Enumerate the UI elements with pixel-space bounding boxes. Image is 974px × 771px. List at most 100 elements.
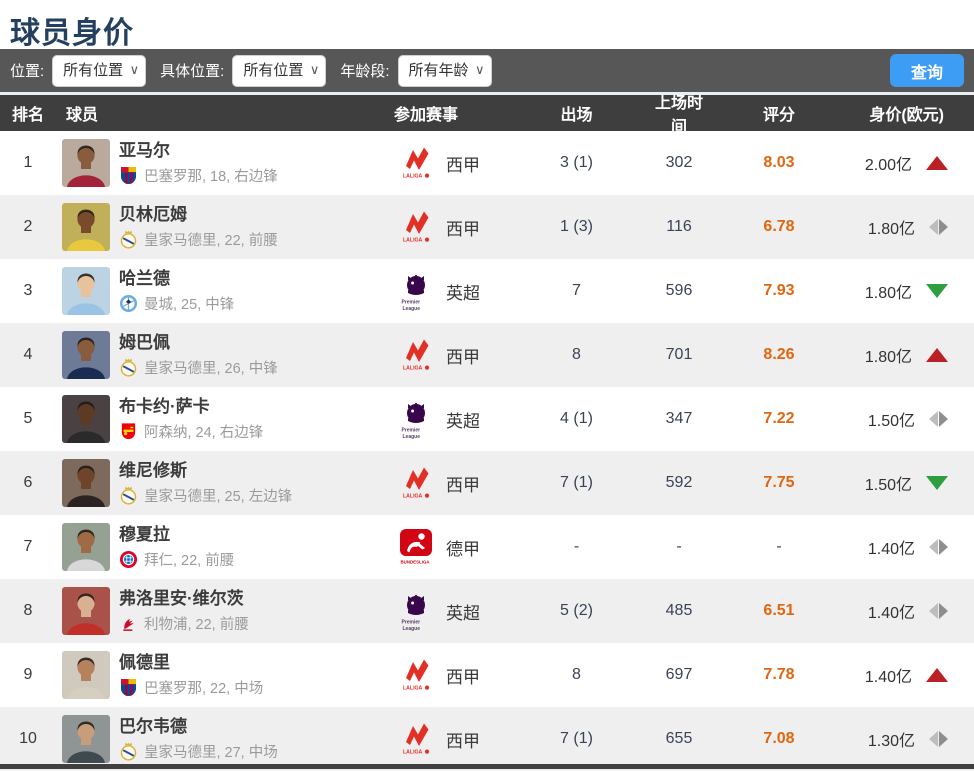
minutes-cell: 347 bbox=[665, 410, 693, 427]
age-select[interactable]: 所有年龄 bbox=[397, 54, 492, 87]
rank-cell: 2 bbox=[23, 218, 33, 235]
player-avatar bbox=[62, 203, 110, 251]
rank-cell: 1 bbox=[23, 154, 33, 171]
rating-value: 7.08 bbox=[763, 730, 795, 747]
rank-cell: 7 bbox=[23, 538, 33, 555]
league-cell: Premier League 英超 bbox=[386, 398, 504, 440]
trend-steady-icon bbox=[929, 731, 948, 747]
svg-text:LALIGA: LALIGA bbox=[403, 750, 423, 756]
table-row: 7 穆夏拉 拜仁, 22, 前腰 BUNDESLIGA 德甲 - - - 1.40亿 bbox=[0, 515, 974, 579]
player-name-link[interactable]: 姆巴佩 bbox=[119, 333, 170, 353]
svg-text:LALIGA: LALIGA bbox=[403, 686, 423, 692]
header-rating: 评分 bbox=[762, 107, 795, 124]
player-name-link[interactable]: 布卡约·萨卡 bbox=[119, 397, 210, 417]
position-select[interactable]: 所有位置 bbox=[52, 54, 147, 87]
trend-steady-icon bbox=[929, 539, 948, 555]
player-name-link[interactable]: 维尼修斯 bbox=[119, 461, 187, 481]
table-row: 8 弗洛里安·维尔茨 利物浦, 22, 前腰 Premier League 英超 5 (2)… bbox=[0, 579, 974, 643]
value-cell: 1.40亿 bbox=[849, 599, 974, 623]
minutes-cell: 596 bbox=[665, 282, 693, 299]
value-cell: 1.40亿 bbox=[849, 663, 974, 687]
market-value: 1.80亿 bbox=[867, 221, 915, 238]
appearances-cell: 7 bbox=[572, 282, 581, 299]
league-name: 英超 bbox=[446, 603, 480, 623]
appearances-cell: 4 (1) bbox=[560, 410, 593, 427]
player-name-link[interactable]: 佩德里 bbox=[119, 653, 170, 673]
specific-position-select-wrap: 所有位置 ∨ bbox=[232, 54, 327, 87]
club-badge-mancity-icon bbox=[119, 294, 138, 313]
rating-value: 7.78 bbox=[763, 666, 795, 683]
svg-text:League: League bbox=[403, 434, 421, 440]
league-cell: LALIGA 西甲 bbox=[386, 337, 504, 373]
player-avatar bbox=[62, 715, 110, 763]
svg-text:BUNDESLIGA: BUNDESLIGA bbox=[401, 560, 431, 565]
minutes-cell: 655 bbox=[665, 730, 693, 747]
table-row: 6 维尼修斯 皇家马德里, 25, 左边锋 LALIGA 西甲 7 (1) 592 7.75 1… bbox=[0, 451, 974, 515]
player-club-info: 巴塞罗那, 22, 中场 bbox=[144, 680, 264, 697]
rating-value: - bbox=[776, 538, 782, 555]
league-laliga-logo-icon: LALIGA bbox=[394, 209, 438, 245]
specific-position-filter-label: 具体位置: bbox=[160, 63, 225, 80]
value-cell: 1.80亿 bbox=[849, 279, 974, 303]
club-badge-liverpool-icon bbox=[119, 614, 138, 633]
league-cell: LALIGA 西甲 bbox=[386, 465, 504, 501]
player-name-link[interactable]: 弗洛里安·维尔茨 bbox=[119, 589, 244, 609]
specific-position-select[interactable]: 所有位置 bbox=[232, 54, 327, 87]
appearances-cell: 3 (1) bbox=[560, 154, 593, 171]
position-select-wrap: 所有位置 ∨ bbox=[52, 54, 147, 87]
player-name-link[interactable]: 哈兰德 bbox=[119, 269, 170, 289]
league-cell: Premier League 英超 bbox=[386, 270, 504, 312]
table-row: 3 哈兰德 曼城, 25, 中锋 Premier League 英超 7 596 7.93 1.8… bbox=[0, 259, 974, 323]
rank-cell: 3 bbox=[23, 282, 33, 299]
appearances-cell: 1 (3) bbox=[560, 218, 593, 235]
trend-up-icon bbox=[926, 348, 948, 362]
league-cell: Premier League 英超 bbox=[386, 590, 504, 632]
player-name-link[interactable]: 巴尔韦德 bbox=[119, 717, 187, 737]
svg-text:LALIGA: LALIGA bbox=[403, 494, 423, 500]
league-name: 德甲 bbox=[446, 539, 480, 559]
trend-down-icon bbox=[926, 476, 948, 490]
search-button[interactable]: 查询 bbox=[890, 54, 964, 87]
value-cell: 1.30亿 bbox=[849, 727, 974, 751]
rating-value: 7.22 bbox=[763, 410, 795, 427]
page-title: 球员身价 bbox=[10, 17, 134, 50]
svg-text:LALIGA: LALIGA bbox=[403, 366, 423, 372]
value-cell: 1.40亿 bbox=[849, 535, 974, 559]
league-name: 西甲 bbox=[446, 155, 480, 175]
player-avatar bbox=[62, 395, 110, 443]
player-cell: 贝林厄姆 皇家马德里, 22, 前腰 bbox=[56, 203, 386, 251]
player-avatar bbox=[62, 523, 110, 571]
league-cell: LALIGA 西甲 bbox=[386, 209, 504, 245]
league-laliga-logo-icon: LALIGA bbox=[394, 465, 438, 501]
value-cell: 1.80亿 bbox=[849, 343, 974, 367]
market-value: 1.40亿 bbox=[864, 669, 912, 686]
player-name-link[interactable]: 贝林厄姆 bbox=[119, 205, 187, 225]
league-laliga-logo-icon: LALIGA bbox=[394, 721, 438, 757]
league-laliga-logo-icon: LALIGA bbox=[394, 337, 438, 373]
trend-steady-icon bbox=[929, 219, 948, 235]
player-avatar bbox=[62, 331, 110, 379]
value-cell: 1.50亿 bbox=[849, 471, 974, 495]
age-select-wrap: 所有年龄 ∨ bbox=[397, 54, 492, 87]
player-name-link[interactable]: 亚马尔 bbox=[119, 141, 170, 161]
player-cell: 维尼修斯 皇家马德里, 25, 左边锋 bbox=[56, 459, 386, 507]
svg-text:League: League bbox=[403, 306, 421, 312]
table-row: 9 佩德里 巴塞罗那, 22, 中场 LALIGA 西甲 8 697 7.78 1.40亿 bbox=[0, 643, 974, 707]
minutes-cell: 592 bbox=[665, 474, 693, 491]
league-epl-logo-icon: Premier League bbox=[394, 398, 438, 440]
league-cell: LALIGA 西甲 bbox=[386, 145, 504, 181]
league-bundesliga-logo-icon: BUNDESLIGA bbox=[394, 528, 438, 566]
player-club-info: 皇家马德里, 26, 中锋 bbox=[144, 360, 278, 377]
svg-text:LALIGA: LALIGA bbox=[403, 174, 423, 180]
value-cell: 2.00亿 bbox=[849, 151, 974, 175]
position-filter: 位置: 所有位置 ∨ bbox=[10, 54, 147, 87]
player-cell: 亚马尔 巴塞罗那, 18, 右边锋 bbox=[56, 139, 386, 187]
league-name: 西甲 bbox=[446, 347, 480, 367]
league-epl-logo-icon: Premier League bbox=[394, 270, 438, 312]
player-name-link[interactable]: 穆夏拉 bbox=[119, 525, 170, 545]
player-avatar bbox=[62, 587, 110, 635]
table-row: 2 贝林厄姆 皇家马德里, 22, 前腰 LALIGA 西甲 1 (3) 116 6.78 1.… bbox=[0, 195, 974, 259]
position-filter-label: 位置: bbox=[10, 63, 45, 80]
market-value: 1.50亿 bbox=[867, 413, 915, 430]
league-name: 西甲 bbox=[446, 667, 480, 687]
